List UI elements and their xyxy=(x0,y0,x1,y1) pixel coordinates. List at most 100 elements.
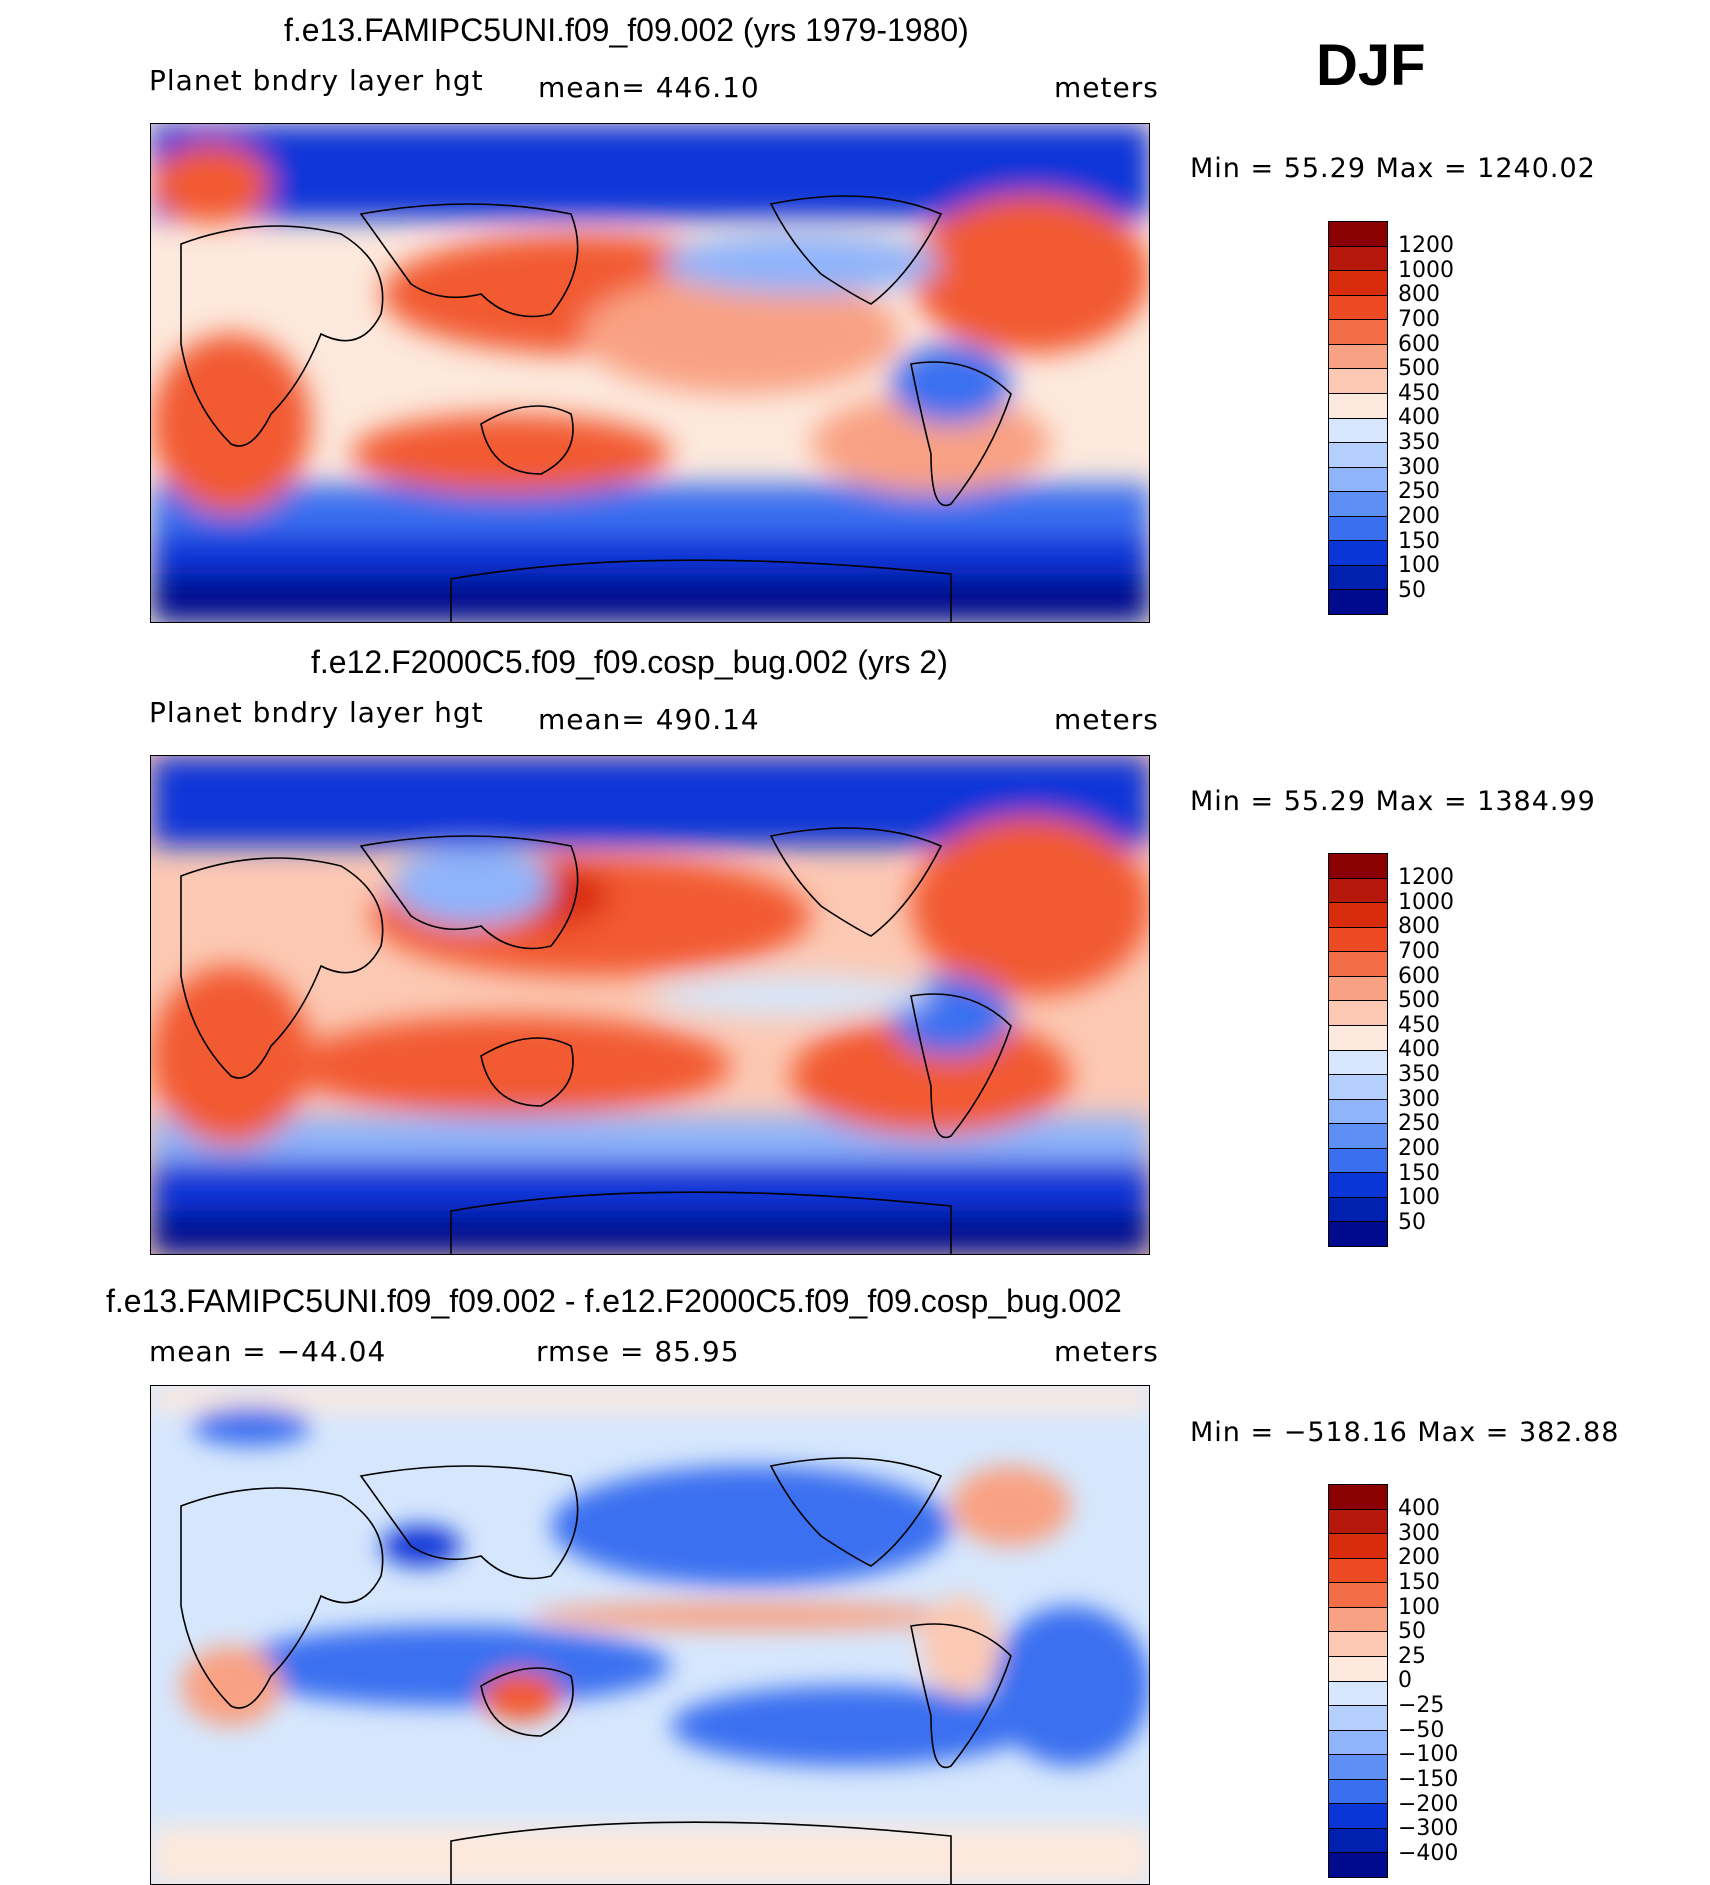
colorbar-swatch xyxy=(1329,854,1387,879)
panel-3-mean: mean = −44.04 xyxy=(149,1335,387,1368)
colorbar-swatch xyxy=(1329,492,1387,517)
colorbar-swatch xyxy=(1329,1632,1387,1657)
colorbar-swatch xyxy=(1329,1558,1387,1584)
colorbar-swatch xyxy=(1329,1706,1387,1731)
panel-3-rmse: rmse = 85.95 xyxy=(536,1335,740,1368)
panel-2-minmax: Min = 55.29 Max = 1384.99 xyxy=(1190,786,1596,817)
colorbar-label: 300 xyxy=(1398,1087,1440,1112)
colorbar-swatch xyxy=(1329,1681,1387,1707)
panel-1-mean: mean= 446.10 xyxy=(538,71,760,104)
colorbar-label: 250 xyxy=(1398,1111,1440,1136)
colorbar-swatch xyxy=(1329,246,1387,272)
colorbar-label: −25 xyxy=(1398,1693,1445,1718)
colorbar-swatch xyxy=(1329,1509,1387,1535)
colorbar-label: 50 xyxy=(1398,1210,1426,1235)
colorbar-label: 500 xyxy=(1398,356,1440,381)
panel-1-title: f.e13.FAMIPC5UNI.f09_f09.002 (yrs 1979-1… xyxy=(284,12,969,48)
panel-3-units: meters xyxy=(1054,1335,1159,1368)
colorbar-label: 50 xyxy=(1398,1619,1426,1644)
colorbar-swatch xyxy=(1329,295,1387,321)
colorbar-label: 200 xyxy=(1398,504,1440,529)
colorbar-label: 300 xyxy=(1398,455,1440,480)
colorbar-swatch xyxy=(1329,1197,1387,1223)
colorbar-label: 25 xyxy=(1398,1644,1426,1669)
colorbar-swatch xyxy=(1329,565,1387,591)
colorbar-label: 100 xyxy=(1398,1185,1440,1210)
colorbar-swatch xyxy=(1329,1485,1387,1510)
colorbar-swatch xyxy=(1329,516,1387,542)
colorbar-label: 400 xyxy=(1398,405,1440,430)
colorbar-swatch xyxy=(1329,393,1387,419)
season-label: DJF xyxy=(1316,33,1426,98)
panel-1-map xyxy=(150,123,1150,623)
colorbar-label: −150 xyxy=(1398,1767,1459,1792)
colorbar-label: 600 xyxy=(1398,964,1440,989)
panel-3-colorbar xyxy=(1328,1484,1388,1878)
colorbar-swatch xyxy=(1329,1656,1387,1682)
panel-1-left-label: Planet bndry layer hgt xyxy=(149,64,484,97)
colorbar-label: 1000 xyxy=(1398,890,1454,915)
colorbar-label: 200 xyxy=(1398,1545,1440,1570)
panel-3-map xyxy=(150,1385,1150,1885)
colorbar-label: 1000 xyxy=(1398,258,1454,283)
panel-2-colorbar xyxy=(1328,853,1388,1247)
colorbar-swatch xyxy=(1329,1075,1387,1100)
colorbar-label: 450 xyxy=(1398,381,1440,406)
colorbar-swatch xyxy=(1329,369,1387,394)
colorbar-swatch xyxy=(1329,1534,1387,1559)
colorbar-label: 700 xyxy=(1398,307,1440,332)
colorbar-label: 150 xyxy=(1398,1570,1440,1595)
panel-2-units: meters xyxy=(1054,703,1159,736)
colorbar-swatch xyxy=(1329,344,1387,370)
colorbar-swatch xyxy=(1329,1222,1387,1246)
colorbar-swatch xyxy=(1329,878,1387,904)
colorbar-swatch xyxy=(1329,1607,1387,1633)
colorbar-swatch xyxy=(1329,1099,1387,1125)
panel-2-map xyxy=(150,755,1150,1255)
colorbar-swatch xyxy=(1329,271,1387,296)
colorbar-swatch xyxy=(1329,1730,1387,1756)
colorbar-swatch xyxy=(1329,1828,1387,1854)
colorbar-label: 1200 xyxy=(1398,865,1454,890)
colorbar-swatch xyxy=(1329,1025,1387,1051)
colorbar-label: 100 xyxy=(1398,553,1440,578)
colorbar-label: −400 xyxy=(1398,1841,1459,1866)
colorbar-swatch xyxy=(1329,1148,1387,1174)
panel-2-mean: mean= 490.14 xyxy=(538,703,760,736)
colorbar-swatch xyxy=(1329,467,1387,493)
colorbar-swatch xyxy=(1329,1583,1387,1608)
colorbar-label: 50 xyxy=(1398,578,1426,603)
colorbar-label: 600 xyxy=(1398,332,1440,357)
panel-1-minmax: Min = 55.29 Max = 1240.02 xyxy=(1190,153,1596,184)
colorbar-swatch xyxy=(1329,1124,1387,1149)
colorbar-label: 100 xyxy=(1398,1595,1440,1620)
colorbar-label: 350 xyxy=(1398,430,1440,455)
colorbar-label: 300 xyxy=(1398,1521,1440,1546)
colorbar-label: 800 xyxy=(1398,914,1440,939)
colorbar-swatch xyxy=(1329,1173,1387,1198)
colorbar-label: 500 xyxy=(1398,988,1440,1013)
panel-3-title: f.e13.FAMIPC5UNI.f09_f09.002 - f.e12.F20… xyxy=(106,1283,1122,1319)
colorbar-label: 450 xyxy=(1398,1013,1440,1038)
colorbar-swatch xyxy=(1329,1001,1387,1026)
colorbar-label: −100 xyxy=(1398,1742,1459,1767)
colorbar-swatch xyxy=(1329,1050,1387,1076)
colorbar-label: 250 xyxy=(1398,479,1440,504)
colorbar-swatch xyxy=(1329,952,1387,977)
colorbar-label: 400 xyxy=(1398,1496,1440,1521)
colorbar-label: 0 xyxy=(1398,1668,1412,1693)
panel-1-colorbar xyxy=(1328,221,1388,615)
colorbar-swatch xyxy=(1329,903,1387,928)
colorbar-swatch xyxy=(1329,222,1387,247)
panel-2-left-label: Planet bndry layer hgt xyxy=(149,696,484,729)
panel-3-minmax: Min = −518.16 Max = 382.88 xyxy=(1190,1417,1620,1448)
colorbar-swatch xyxy=(1329,443,1387,468)
colorbar-swatch xyxy=(1329,590,1387,614)
colorbar-label: −300 xyxy=(1398,1816,1459,1841)
colorbar-swatch xyxy=(1329,1755,1387,1780)
colorbar-label: 350 xyxy=(1398,1062,1440,1087)
colorbar-swatch xyxy=(1329,541,1387,566)
panel-1-units: meters xyxy=(1054,71,1159,104)
colorbar-swatch xyxy=(1329,1779,1387,1805)
colorbar-label: 150 xyxy=(1398,1161,1440,1186)
